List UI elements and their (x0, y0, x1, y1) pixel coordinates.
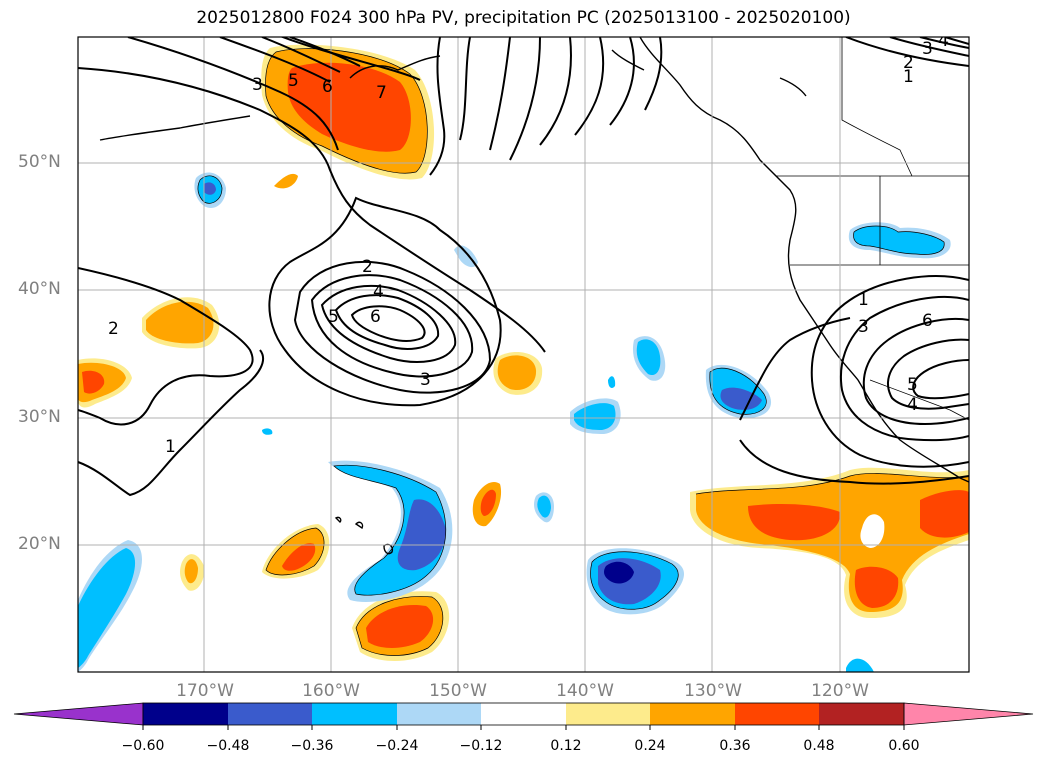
colorbar-extend-high (903, 702, 1034, 726)
pv-label: 6 (370, 307, 381, 327)
precip-negative-135w (632, 336, 666, 381)
precip-negative-small-dot (608, 376, 616, 388)
precip-negative-bottom (846, 658, 874, 672)
colorbar-tick-label: −0.36 (290, 738, 334, 754)
precip-negative-139w (586, 548, 685, 615)
colorbar-segment (228, 703, 312, 725)
precip-positive-small (274, 173, 298, 189)
precip-negative-rockies (848, 222, 951, 259)
colorbar-tick-label: −0.24 (375, 738, 419, 754)
colorbar-segment (397, 703, 481, 725)
precip-negative-141w (570, 398, 621, 434)
lon-label: 170°W (176, 681, 234, 701)
pv-label: 4 (907, 395, 918, 415)
pv-label: 5 (907, 375, 918, 395)
colorbar-tick-label: 0.24 (634, 738, 666, 754)
pv-label: 3 (922, 39, 933, 59)
pv-label: 3 (858, 317, 869, 337)
graticule (78, 37, 969, 672)
lat-label: 30°N (18, 407, 61, 427)
pv-label: 6 (322, 77, 333, 97)
precip-positive-163w (262, 524, 330, 579)
precip-positive-west-edge (78, 358, 132, 408)
pv-label: 5 (328, 307, 339, 327)
lat-label: 50°N (18, 152, 61, 172)
precip-positive-subtropical-east (690, 467, 969, 618)
lat-label: 40°N (18, 279, 61, 299)
pv-label: 5 (288, 71, 299, 91)
precip-positive-145w (493, 352, 543, 395)
colorbar-segment (566, 703, 650, 725)
colorbar-extend-low (13, 702, 144, 726)
precip-negative-150w-small (454, 245, 478, 268)
lat-label: 20°N (18, 534, 61, 554)
precip-negative-hawaii (328, 460, 453, 602)
pv-label: 1 (903, 67, 914, 87)
colorbar-segment (735, 703, 819, 725)
colorbar-segment (312, 703, 397, 725)
colorbar-tick-label: 0.60 (888, 738, 920, 754)
precip-negative-128w (705, 364, 772, 419)
pv-label: 1 (165, 437, 176, 457)
precip-positive-alaska (261, 44, 435, 180)
colorbar-tick-label: 0.12 (550, 738, 582, 754)
precip-positive-170w (142, 297, 220, 349)
lon-label: 130°W (684, 681, 742, 701)
colorbar-segment (650, 703, 735, 725)
colorbar-segment (819, 703, 904, 725)
precip-positive-155w (352, 591, 450, 661)
colorbar-tick-label: −0.48 (206, 738, 250, 754)
pv-label: 7 (376, 83, 387, 103)
precip-shading (78, 44, 969, 672)
pv-label: 2 (903, 53, 914, 73)
map-frame (77, 36, 970, 673)
lon-label: 140°W (556, 681, 614, 701)
precip-negative-southwest (78, 540, 142, 672)
pv-label: 2 (362, 257, 373, 277)
map-title: 2025012800 F024 300 hPa PV, precipitatio… (196, 8, 851, 28)
colorbar (13, 702, 1034, 730)
colorbar-tick-label: 0.36 (719, 738, 751, 754)
precip-positive-170w-small (180, 554, 205, 591)
map-area: 3 5 6 7 2 4 5 6 3 2 1 1 3 6 5 4 1 2 3 4 (78, 31, 969, 672)
precip-negative-143w (534, 492, 554, 523)
pv-contours (78, 37, 969, 497)
pv-label: 3 (252, 75, 263, 95)
precip-negative-tiny (262, 428, 273, 435)
colorbar-tick-label: 0.48 (803, 738, 835, 754)
colorbar-segment (143, 703, 228, 725)
precip-negative-alaska-small (194, 172, 226, 208)
pv-label: 4 (938, 31, 949, 51)
pv-label: 3 (420, 370, 431, 390)
lon-label: 160°W (302, 681, 360, 701)
pv-label: 6 (922, 311, 933, 331)
colorbar-segment (481, 703, 566, 725)
political-borders (776, 37, 969, 421)
lon-label: 120°W (811, 681, 869, 701)
precip-positive-148w (472, 481, 502, 527)
colorbar-tick-label: −0.60 (121, 738, 165, 754)
precip-outlines (197, 48, 969, 656)
pv-label: 4 (373, 282, 384, 302)
lon-label: 150°W (429, 681, 487, 701)
pv-label: 2 (108, 319, 119, 339)
pv-label: 1 (858, 290, 869, 310)
colorbar-tick-label: −0.12 (459, 738, 503, 754)
pv-contour-labels: 3 5 6 7 2 4 5 6 3 2 1 1 3 6 5 4 1 2 3 4 (108, 31, 949, 457)
